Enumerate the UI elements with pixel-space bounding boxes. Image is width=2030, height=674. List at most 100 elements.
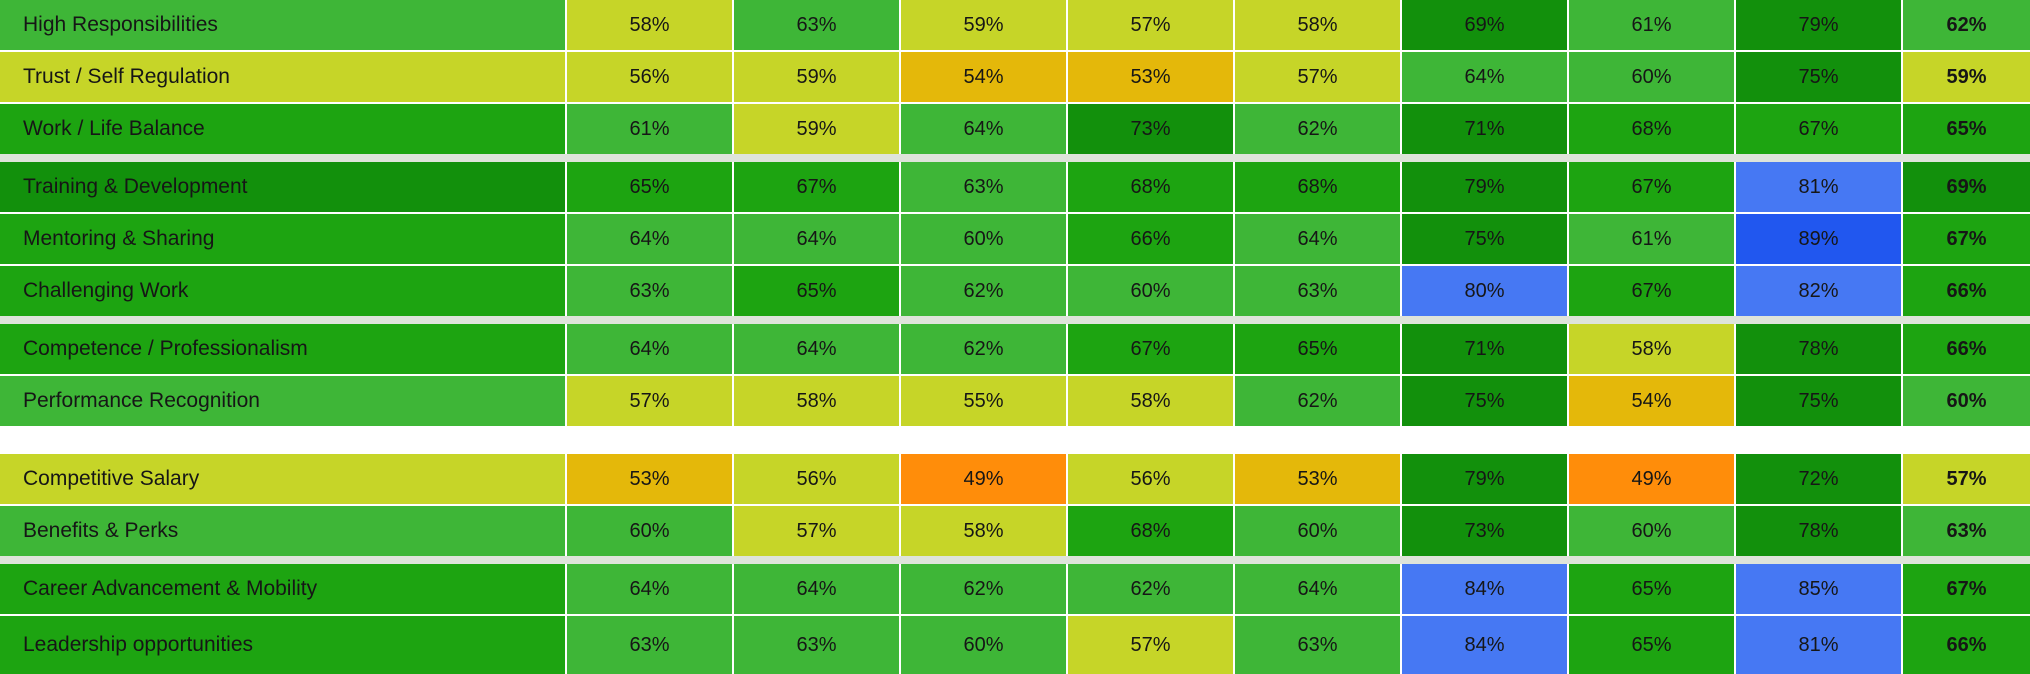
value-cell: 56% <box>1068 454 1233 504</box>
value-cell: 60% <box>1068 266 1233 316</box>
value-cell: 68% <box>1569 104 1734 154</box>
value-cell: 57% <box>1068 0 1233 50</box>
row-total-cell: 66% <box>1903 324 2030 374</box>
value-cell: 63% <box>567 616 732 674</box>
value-cell: 64% <box>901 104 1066 154</box>
row-total-cell: 66% <box>1903 616 2030 674</box>
value-cell: 67% <box>1736 104 1901 154</box>
value-cell: 64% <box>1235 214 1400 264</box>
value-cell: 73% <box>1068 104 1233 154</box>
row-total-cell: 65% <box>1903 104 2030 154</box>
value-cell: 49% <box>901 454 1066 504</box>
row-label: Performance Recognition <box>0 376 565 426</box>
table-row: Mentoring & Sharing 64% 64% 60% 66% 64% 75% 61%… <box>0 214 2030 264</box>
row-label: Challenging Work <box>0 266 565 316</box>
value-cell: 65% <box>734 266 899 316</box>
value-cell: 63% <box>734 616 899 674</box>
value-cell: 68% <box>1068 506 1233 556</box>
value-cell: 67% <box>1569 162 1734 212</box>
value-cell: 53% <box>567 454 732 504</box>
value-cell: 78% <box>1736 324 1901 374</box>
table-row: High Responsibilities 58% 63% 59% 57% 58% 69% 6… <box>0 0 2030 50</box>
value-cell: 60% <box>1569 52 1734 102</box>
value-cell: 61% <box>1569 0 1734 50</box>
row-label: Work / Life Balance <box>0 104 565 154</box>
row-total-cell: 62% <box>1903 0 2030 50</box>
table-row: Career Advancement & Mobility 64% 64% 62% 62… <box>0 564 2030 614</box>
value-cell: 80% <box>1402 266 1567 316</box>
value-cell: 68% <box>1068 162 1233 212</box>
value-cell: 71% <box>1402 104 1567 154</box>
value-cell: 62% <box>901 266 1066 316</box>
value-cell: 78% <box>1736 506 1901 556</box>
value-cell: 61% <box>1569 214 1734 264</box>
value-cell: 58% <box>1235 0 1400 50</box>
value-cell: 57% <box>1235 52 1400 102</box>
value-cell: 64% <box>567 564 732 614</box>
value-cell: 84% <box>1402 564 1567 614</box>
value-cell: 60% <box>1569 506 1734 556</box>
value-cell: 54% <box>901 52 1066 102</box>
row-label: Career Advancement & Mobility <box>0 564 565 614</box>
row-divider <box>0 212 2030 214</box>
value-cell: 58% <box>1068 376 1233 426</box>
value-cell: 64% <box>567 324 732 374</box>
table-row: Competence / Professionalism 64% 64% 62% 67%… <box>0 324 2030 374</box>
value-cell: 64% <box>734 214 899 264</box>
value-cell: 59% <box>734 104 899 154</box>
table-row: Trust / Self Regulation 56% 59% 54% 53% 57% 64… <box>0 52 2030 102</box>
row-total-cell: 66% <box>1903 266 2030 316</box>
table-row: Challenging Work 63% 65% 62% 60% 63% 80% 67% 82%… <box>0 266 2030 316</box>
value-cell: 63% <box>734 0 899 50</box>
value-cell: 58% <box>1569 324 1734 374</box>
row-total-cell: 60% <box>1903 376 2030 426</box>
table-row: Training & Development 65% 67% 63% 68% 68% 79%… <box>0 162 2030 212</box>
row-label: Competitive Salary <box>0 454 565 504</box>
value-cell: 58% <box>901 506 1066 556</box>
value-cell: 65% <box>1235 324 1400 374</box>
row-divider <box>0 264 2030 266</box>
value-cell: 64% <box>734 564 899 614</box>
value-cell: 63% <box>1235 266 1400 316</box>
value-cell: 57% <box>734 506 899 556</box>
value-cell: 55% <box>901 376 1066 426</box>
value-cell: 75% <box>1402 376 1567 426</box>
value-cell: 62% <box>901 564 1066 614</box>
value-cell: 66% <box>1068 214 1233 264</box>
value-cell: 75% <box>1736 52 1901 102</box>
section-divider <box>0 426 2030 454</box>
value-cell: 64% <box>1235 564 1400 614</box>
value-cell: 62% <box>1068 564 1233 614</box>
table-row: Competitive Salary 53% 56% 49% 56% 53% 79% 49% 7… <box>0 454 2030 504</box>
row-divider <box>0 374 2030 376</box>
row-label: Trust / Self Regulation <box>0 52 565 102</box>
value-cell: 67% <box>734 162 899 212</box>
value-cell: 59% <box>734 52 899 102</box>
value-cell: 71% <box>1402 324 1567 374</box>
value-cell: 79% <box>1402 454 1567 504</box>
value-cell: 57% <box>1068 616 1233 674</box>
table-row: Performance Recognition 57% 58% 55% 58% 62% 75… <box>0 376 2030 426</box>
value-cell: 81% <box>1736 616 1901 674</box>
value-cell: 57% <box>567 376 732 426</box>
value-cell: 61% <box>567 104 732 154</box>
value-cell: 64% <box>1402 52 1567 102</box>
row-divider <box>0 50 2030 52</box>
value-cell: 60% <box>901 214 1066 264</box>
value-cell: 65% <box>1569 564 1734 614</box>
row-label: Competence / Professionalism <box>0 324 565 374</box>
row-divider <box>0 102 2030 104</box>
value-cell: 60% <box>1235 506 1400 556</box>
value-cell: 79% <box>1736 0 1901 50</box>
value-cell: 58% <box>734 376 899 426</box>
table-row: Work / Life Balance 61% 59% 64% 73% 62% 71% 68%… <box>0 104 2030 154</box>
value-cell: 53% <box>1068 52 1233 102</box>
row-label: Mentoring & Sharing <box>0 214 565 264</box>
value-cell: 68% <box>1235 162 1400 212</box>
value-cell: 63% <box>901 162 1066 212</box>
value-cell: 82% <box>1736 266 1901 316</box>
value-cell: 58% <box>567 0 732 50</box>
value-cell: 67% <box>1569 266 1734 316</box>
value-cell: 60% <box>901 616 1066 674</box>
value-cell: 63% <box>1235 616 1400 674</box>
